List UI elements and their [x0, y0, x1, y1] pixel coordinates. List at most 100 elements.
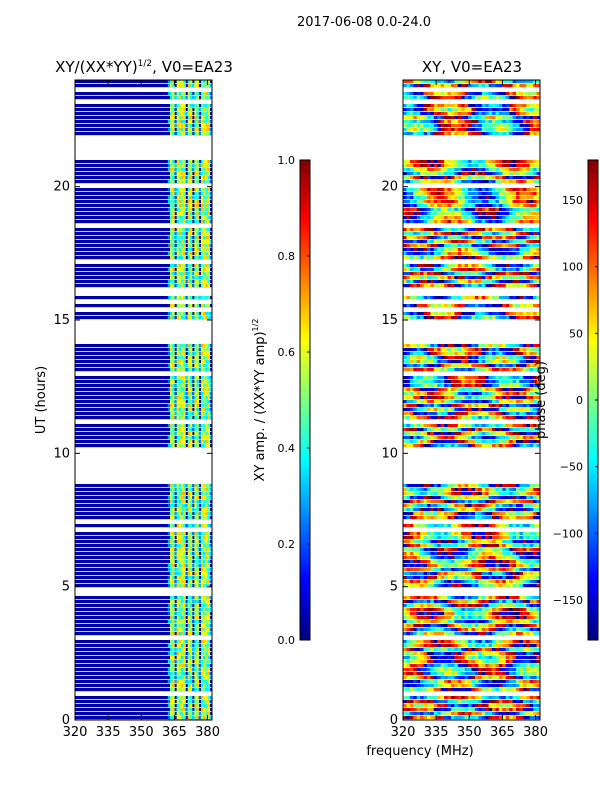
phase-cell	[478, 712, 483, 716]
amp-cell	[189, 364, 193, 368]
phase-cell	[498, 408, 503, 412]
phase-cell	[468, 408, 472, 412]
amp-cell	[172, 280, 175, 284]
amp-cell	[176, 428, 180, 432]
phase-cell	[488, 560, 493, 564]
amp-cell	[176, 532, 180, 536]
phase-cell	[457, 440, 462, 444]
phase-cell	[461, 512, 465, 516]
phase-cell	[406, 384, 411, 388]
phase-cell	[478, 436, 483, 440]
amp-cell	[194, 84, 197, 88]
amp-cell-row	[75, 280, 212, 284]
amp-cell	[187, 104, 191, 108]
phase-cell	[529, 544, 534, 548]
amp-cell	[207, 608, 211, 612]
phase-cell	[529, 656, 534, 660]
phase-cell	[498, 604, 503, 608]
phase-cell	[413, 688, 417, 692]
phase-cell	[420, 680, 424, 684]
phase-cell	[454, 512, 459, 516]
phase-cell	[498, 716, 503, 720]
amp-cell	[203, 376, 206, 380]
phase-cell	[522, 524, 527, 528]
amp-cell	[194, 132, 197, 136]
phase-cell	[509, 496, 513, 500]
amp-cell	[194, 380, 197, 384]
amp-cell	[172, 404, 175, 408]
phase-cell	[461, 572, 465, 576]
amp-cell	[200, 684, 204, 688]
amp-cell	[172, 168, 175, 172]
amp-cell-row	[75, 684, 212, 688]
phase-cell	[498, 384, 503, 388]
phase-cell	[450, 620, 455, 624]
amp-cell	[174, 552, 177, 556]
amp-cell	[209, 624, 213, 628]
phase-cell	[444, 680, 448, 684]
phase-cell	[406, 388, 411, 392]
phase-cell	[420, 536, 424, 540]
phase-cell	[440, 532, 445, 536]
phase-cell	[478, 484, 483, 488]
amp-cell	[207, 696, 211, 700]
amp-cell	[170, 396, 173, 400]
amp-cell	[181, 168, 184, 172]
amp-cell	[183, 604, 186, 608]
phase-cell	[485, 488, 489, 492]
amp-cell	[198, 436, 202, 440]
amp-cell	[181, 192, 184, 196]
phase-cell	[509, 508, 513, 512]
phase-cell	[447, 512, 452, 516]
amp-cell	[172, 568, 175, 572]
phase-cell	[498, 660, 503, 664]
phase-cell	[426, 404, 431, 408]
phase-cell	[519, 400, 524, 404]
amp-cell	[172, 176, 175, 180]
phase-cell	[519, 612, 524, 616]
phase-cell	[423, 616, 428, 620]
amp-cell	[176, 220, 180, 224]
amp-cell	[200, 572, 204, 576]
phase-cell	[426, 600, 431, 604]
amp-cell	[203, 212, 206, 216]
amp-cell	[185, 548, 188, 552]
phase-cell	[461, 424, 465, 428]
amp-cell	[207, 244, 211, 248]
amp-cell	[183, 368, 186, 372]
phase-cell	[498, 648, 503, 652]
phase-cell	[447, 616, 452, 620]
phase-cell	[447, 544, 452, 548]
amp-cell	[178, 624, 182, 628]
amp-cell	[192, 272, 195, 276]
phase-cell	[420, 496, 424, 500]
phase-cell	[522, 556, 527, 560]
phase-cell	[492, 644, 496, 648]
phase-cell	[403, 396, 407, 400]
phase-cell	[498, 684, 503, 688]
phase-cell	[413, 556, 417, 560]
phase-cell	[509, 640, 513, 644]
phase-cell	[488, 532, 493, 536]
amp-cell	[172, 708, 175, 712]
amp-cell-row	[75, 392, 212, 396]
amp-cell	[176, 712, 180, 716]
amp-cell	[205, 364, 208, 368]
phase-cell	[495, 676, 500, 680]
phase-cell	[457, 412, 462, 416]
phase-cell	[533, 688, 537, 692]
amp-cell	[183, 228, 186, 232]
amp-cell	[198, 348, 202, 352]
phase-cell	[478, 496, 483, 500]
amp-cell	[203, 208, 206, 212]
phase-cell	[485, 492, 489, 496]
phase-cell	[495, 568, 500, 572]
phase-cell	[440, 704, 445, 708]
amp-cell	[205, 648, 208, 652]
amp-cell	[198, 676, 202, 680]
amp-cell	[200, 444, 204, 448]
amp-cell	[178, 540, 182, 544]
phase-cell	[536, 680, 541, 684]
phase-cell	[444, 656, 448, 660]
amp-cell	[196, 556, 200, 560]
